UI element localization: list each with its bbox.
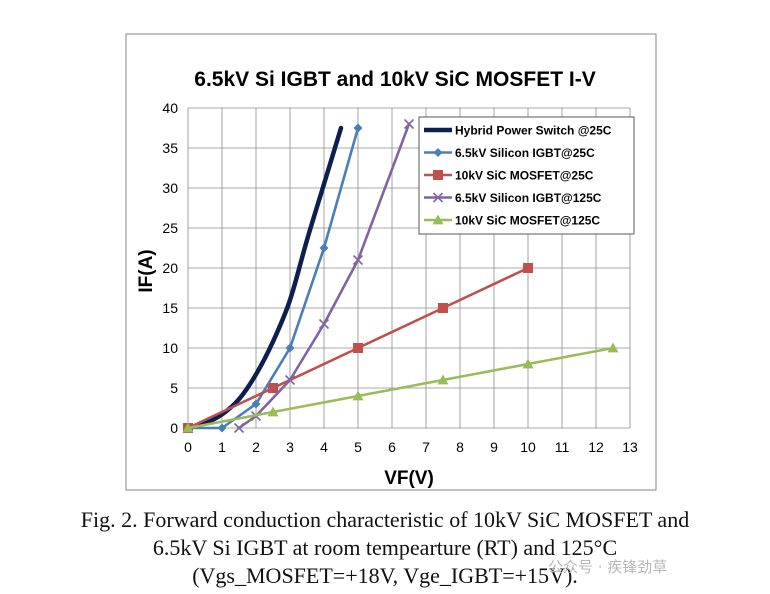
legend-label: 10kV SiC MOSFET@25C xyxy=(455,169,594,183)
x-tick-label: 5 xyxy=(354,439,362,455)
data-point xyxy=(319,243,329,253)
y-tick-labels: 0 5 10 15 20 25 30 35 40 xyxy=(162,100,178,436)
series-line xyxy=(186,346,615,430)
data-point xyxy=(352,254,364,266)
x-tick-labels: 0 1 2 3 4 5 6 7 8 9 10 11 12 13 xyxy=(184,439,638,455)
iv-chart: 6.5kV Si IGBT and 10kV SiC MOSFET I-V 0 5… xyxy=(125,33,657,491)
y-axis-label: IF(A) xyxy=(136,249,157,292)
y-tick-label: 35 xyxy=(162,140,178,156)
y-tick-label: 10 xyxy=(162,340,178,356)
data-point xyxy=(233,422,245,434)
data-point xyxy=(522,358,534,369)
x-tick-label: 11 xyxy=(555,439,570,455)
series-line xyxy=(185,125,344,431)
data-point xyxy=(318,318,330,330)
x-tick-label: 1 xyxy=(218,439,226,455)
legend-item: 10kV SiC MOSFET@125C xyxy=(424,214,600,228)
x-tick-label: 13 xyxy=(622,439,638,455)
x-tick-label: 4 xyxy=(320,439,328,455)
data-point xyxy=(268,383,278,393)
legend-item: Hybrid Power Switch @25C xyxy=(424,124,612,138)
legend-item: 6.5kV Silicon IGBT@25C xyxy=(424,146,595,160)
x-tick-label: 2 xyxy=(252,439,260,455)
x-tick-label: 0 xyxy=(184,439,192,455)
legend-item: 6.5kV Silicon IGBT@125C xyxy=(424,191,602,205)
caption-line-3: (Vgs_MOSFET=+18V, Vge_IGBT=+15V). xyxy=(192,563,578,588)
data-point xyxy=(353,123,363,133)
caption-line-1: Fig. 2. Forward conduction characteristi… xyxy=(80,507,690,532)
data-point xyxy=(217,423,227,433)
data-point xyxy=(352,390,364,401)
y-tick-label: 40 xyxy=(162,100,178,116)
y-tick-label: 0 xyxy=(170,420,178,436)
x-tick-label: 12 xyxy=(588,439,604,455)
x-stroke-2 xyxy=(284,374,296,386)
x-tick-label: 8 xyxy=(456,439,464,455)
data-point xyxy=(267,406,279,417)
x-tick-label: 3 xyxy=(286,439,294,455)
series-0 xyxy=(185,125,344,431)
legend-label: 10kV SiC MOSFET@125C xyxy=(455,214,600,228)
data-point xyxy=(353,343,363,353)
data-point xyxy=(284,374,296,386)
legend-label: 6.5kV Silicon IGBT@25C xyxy=(455,146,595,160)
x-tick-label: 6 xyxy=(388,439,396,455)
legend: Hybrid Power Switch @25C 6.5kV Silicon IG… xyxy=(418,116,635,235)
legend-marker xyxy=(432,192,444,203)
y-tick-label: 30 xyxy=(162,180,178,196)
x-stroke-2 xyxy=(403,118,415,130)
x-stroke-2 xyxy=(318,318,330,330)
x-axis-label: VF(V) xyxy=(384,468,434,489)
y-tick-label: 20 xyxy=(162,260,178,276)
data-point xyxy=(251,399,261,409)
legend-label: Hybrid Power Switch @25C xyxy=(455,124,612,138)
x-stroke-2 xyxy=(352,254,364,266)
x-tick-label: 10 xyxy=(520,439,536,455)
legend-marker xyxy=(432,214,444,225)
y-tick-label: 25 xyxy=(162,220,178,236)
watermark: 公众号 · 疾锋劲草 xyxy=(548,558,668,576)
data-point xyxy=(437,374,449,385)
x-stroke-2 xyxy=(432,192,444,203)
y-tick-label: 15 xyxy=(162,300,178,316)
legend-item: 10kV SiC MOSFET@25C xyxy=(424,169,594,183)
data-point xyxy=(403,118,415,130)
series-4 xyxy=(182,342,619,433)
series-line xyxy=(186,126,360,430)
data-point xyxy=(438,303,448,313)
legend-marker xyxy=(433,148,443,157)
series-1 xyxy=(183,123,363,433)
legend-marker xyxy=(433,170,443,180)
y-tick-label: 5 xyxy=(170,380,178,396)
data-point xyxy=(523,263,533,273)
data-point xyxy=(607,342,619,353)
chart-border xyxy=(125,33,657,491)
x-stroke-2 xyxy=(233,422,245,434)
caption-line-2: 6.5kV Si IGBT at room tempearture (RT) a… xyxy=(152,535,618,560)
data-point xyxy=(285,343,295,353)
x-tick-label: 9 xyxy=(490,439,498,455)
legend-label: 6.5kV Silicon IGBT@125C xyxy=(455,191,602,205)
data-point xyxy=(182,422,194,433)
chart-title: 6.5kV Si IGBT and 10kV SiC MOSFET I-V xyxy=(194,68,595,91)
legend-box xyxy=(418,116,635,235)
series-3 xyxy=(233,118,415,434)
series-group xyxy=(182,118,619,434)
x-tick-label: 7 xyxy=(422,439,430,455)
